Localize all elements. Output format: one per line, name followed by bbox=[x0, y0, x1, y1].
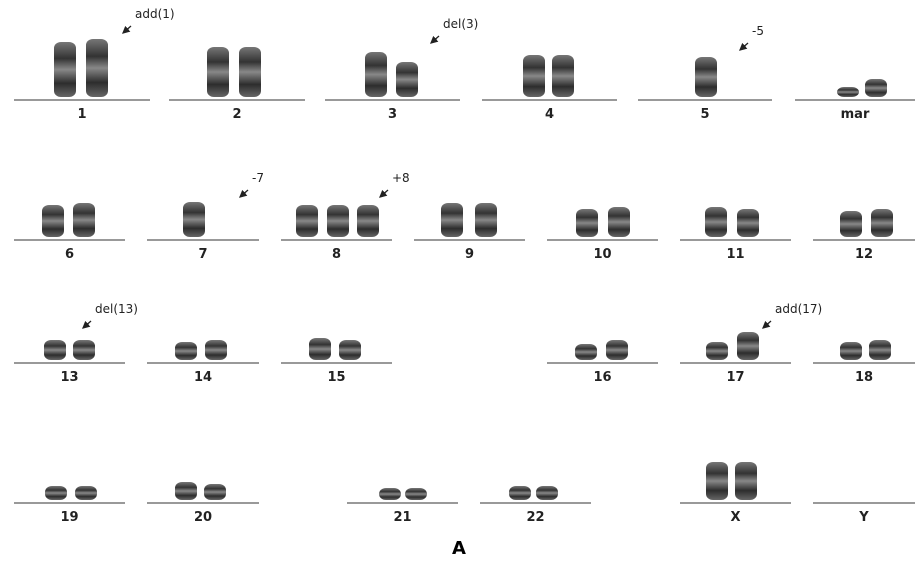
chromosome bbox=[365, 52, 387, 97]
chromosome bbox=[357, 205, 379, 237]
chromosome bbox=[205, 340, 227, 360]
chromosome bbox=[73, 340, 95, 360]
chromosome bbox=[204, 484, 226, 500]
group-label: 18 bbox=[855, 370, 873, 385]
chromosome bbox=[509, 486, 531, 500]
group-label: 6 bbox=[65, 247, 74, 262]
chromosome bbox=[175, 482, 197, 500]
group-label: 19 bbox=[60, 510, 78, 525]
chromosome bbox=[239, 47, 261, 97]
chromosome bbox=[837, 87, 859, 97]
annotation-arrow bbox=[123, 26, 131, 33]
chromosome bbox=[840, 211, 862, 237]
chromosome bbox=[737, 332, 759, 360]
chromosome bbox=[441, 203, 463, 237]
chromosome bbox=[871, 209, 893, 237]
group-label: 8 bbox=[332, 247, 341, 262]
group-label: 13 bbox=[60, 370, 78, 385]
karyotype: A 1 add(1) 2 3 del(3) 4 5 -5 mar 6 7 -7 8 +8 9 10 11 12 13… bbox=[0, 0, 919, 570]
group-label: 5 bbox=[700, 107, 709, 122]
chromosome bbox=[183, 202, 205, 237]
group-label: 9 bbox=[465, 247, 474, 262]
annotation: -7 bbox=[252, 171, 264, 185]
chromosome bbox=[575, 344, 597, 360]
chromosome bbox=[42, 205, 64, 237]
group-label: 7 bbox=[198, 247, 207, 262]
annotation-arrow bbox=[380, 190, 388, 197]
annotation-arrow bbox=[740, 43, 748, 50]
chromosome bbox=[840, 342, 862, 360]
chromosome bbox=[552, 55, 574, 97]
annotation: -5 bbox=[752, 24, 764, 38]
chromosome bbox=[44, 340, 66, 360]
chromosome bbox=[379, 488, 401, 500]
chromosome bbox=[396, 62, 418, 97]
chromosome bbox=[869, 340, 891, 360]
group-label: 1 bbox=[77, 107, 86, 122]
group-label: 2 bbox=[232, 107, 241, 122]
annotation: +8 bbox=[392, 171, 410, 185]
group-label: Y bbox=[858, 510, 869, 525]
group-label: 16 bbox=[593, 370, 611, 385]
chromosome bbox=[523, 55, 545, 97]
chromosome bbox=[576, 209, 598, 237]
chromosome bbox=[175, 342, 197, 360]
group-label: 12 bbox=[855, 247, 873, 262]
group-label: 15 bbox=[327, 370, 345, 385]
group-label: X bbox=[730, 510, 740, 525]
chromosome bbox=[296, 205, 318, 237]
chromosome bbox=[695, 57, 717, 97]
group-label: 3 bbox=[388, 107, 397, 122]
chromosome bbox=[54, 42, 76, 97]
annotation-arrow bbox=[763, 321, 771, 328]
group-label: 11 bbox=[726, 247, 744, 262]
annotation: del(3) bbox=[443, 17, 478, 31]
chromosome bbox=[339, 340, 361, 360]
chromosome bbox=[735, 462, 757, 500]
group-label: 14 bbox=[194, 370, 212, 385]
annotation: add(17) bbox=[775, 302, 822, 316]
chromosome bbox=[865, 79, 887, 97]
group-label: 22 bbox=[526, 510, 544, 525]
chromosome bbox=[73, 203, 95, 237]
chromosome bbox=[309, 338, 331, 360]
annotation: add(1) bbox=[135, 7, 175, 21]
chromosome bbox=[45, 486, 67, 500]
chromosome bbox=[706, 342, 728, 360]
chromosome bbox=[405, 488, 427, 500]
group-label: 4 bbox=[545, 107, 554, 122]
annotation-arrow bbox=[431, 36, 439, 43]
group-label: 21 bbox=[393, 510, 411, 525]
annotation-arrow bbox=[240, 190, 248, 197]
chromosome bbox=[327, 205, 349, 237]
annotation: del(13) bbox=[95, 302, 138, 316]
chromosome bbox=[86, 39, 108, 97]
group-label: 20 bbox=[194, 510, 212, 525]
chromosome bbox=[608, 207, 630, 237]
chromosome bbox=[705, 207, 727, 237]
group-label: 17 bbox=[726, 370, 744, 385]
chromosome bbox=[737, 209, 759, 237]
chromosome bbox=[706, 462, 728, 500]
chromosome bbox=[475, 203, 497, 237]
group-label: mar bbox=[841, 107, 870, 122]
panel-label: A bbox=[452, 538, 466, 559]
chromosome bbox=[536, 486, 558, 500]
chromosome bbox=[207, 47, 229, 97]
chromosome bbox=[75, 486, 97, 500]
annotation-arrow bbox=[83, 321, 91, 328]
chromosome bbox=[606, 340, 628, 360]
group-label: 10 bbox=[593, 247, 611, 262]
